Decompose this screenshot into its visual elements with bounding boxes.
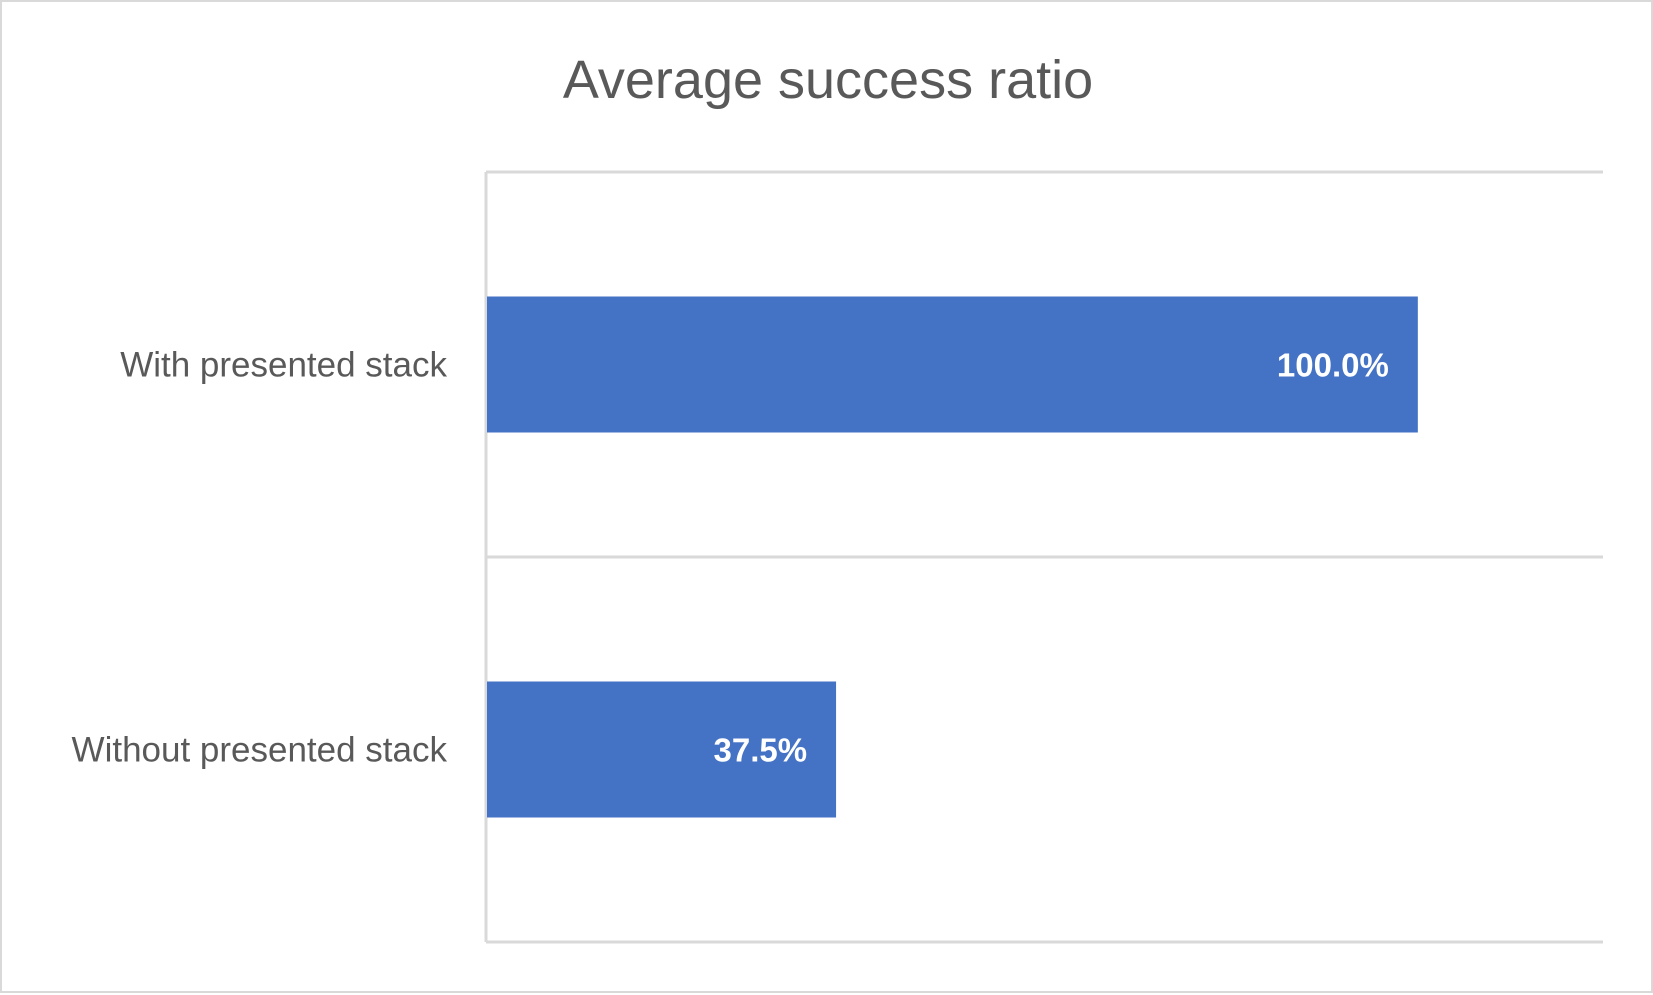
category-label: Without presented stack bbox=[72, 731, 448, 770]
data-label: 37.5% bbox=[713, 732, 807, 769]
chart-title: Average success ratio bbox=[563, 50, 1093, 110]
labels: With presented stack 100.0% Without presen… bbox=[72, 346, 1389, 770]
data-label: 100.0% bbox=[1277, 347, 1389, 384]
category-label: With presented stack bbox=[120, 346, 447, 385]
bars bbox=[487, 296, 1418, 818]
gridlines bbox=[486, 170, 1603, 944]
bar bbox=[487, 296, 1418, 433]
bar bbox=[487, 681, 837, 818]
